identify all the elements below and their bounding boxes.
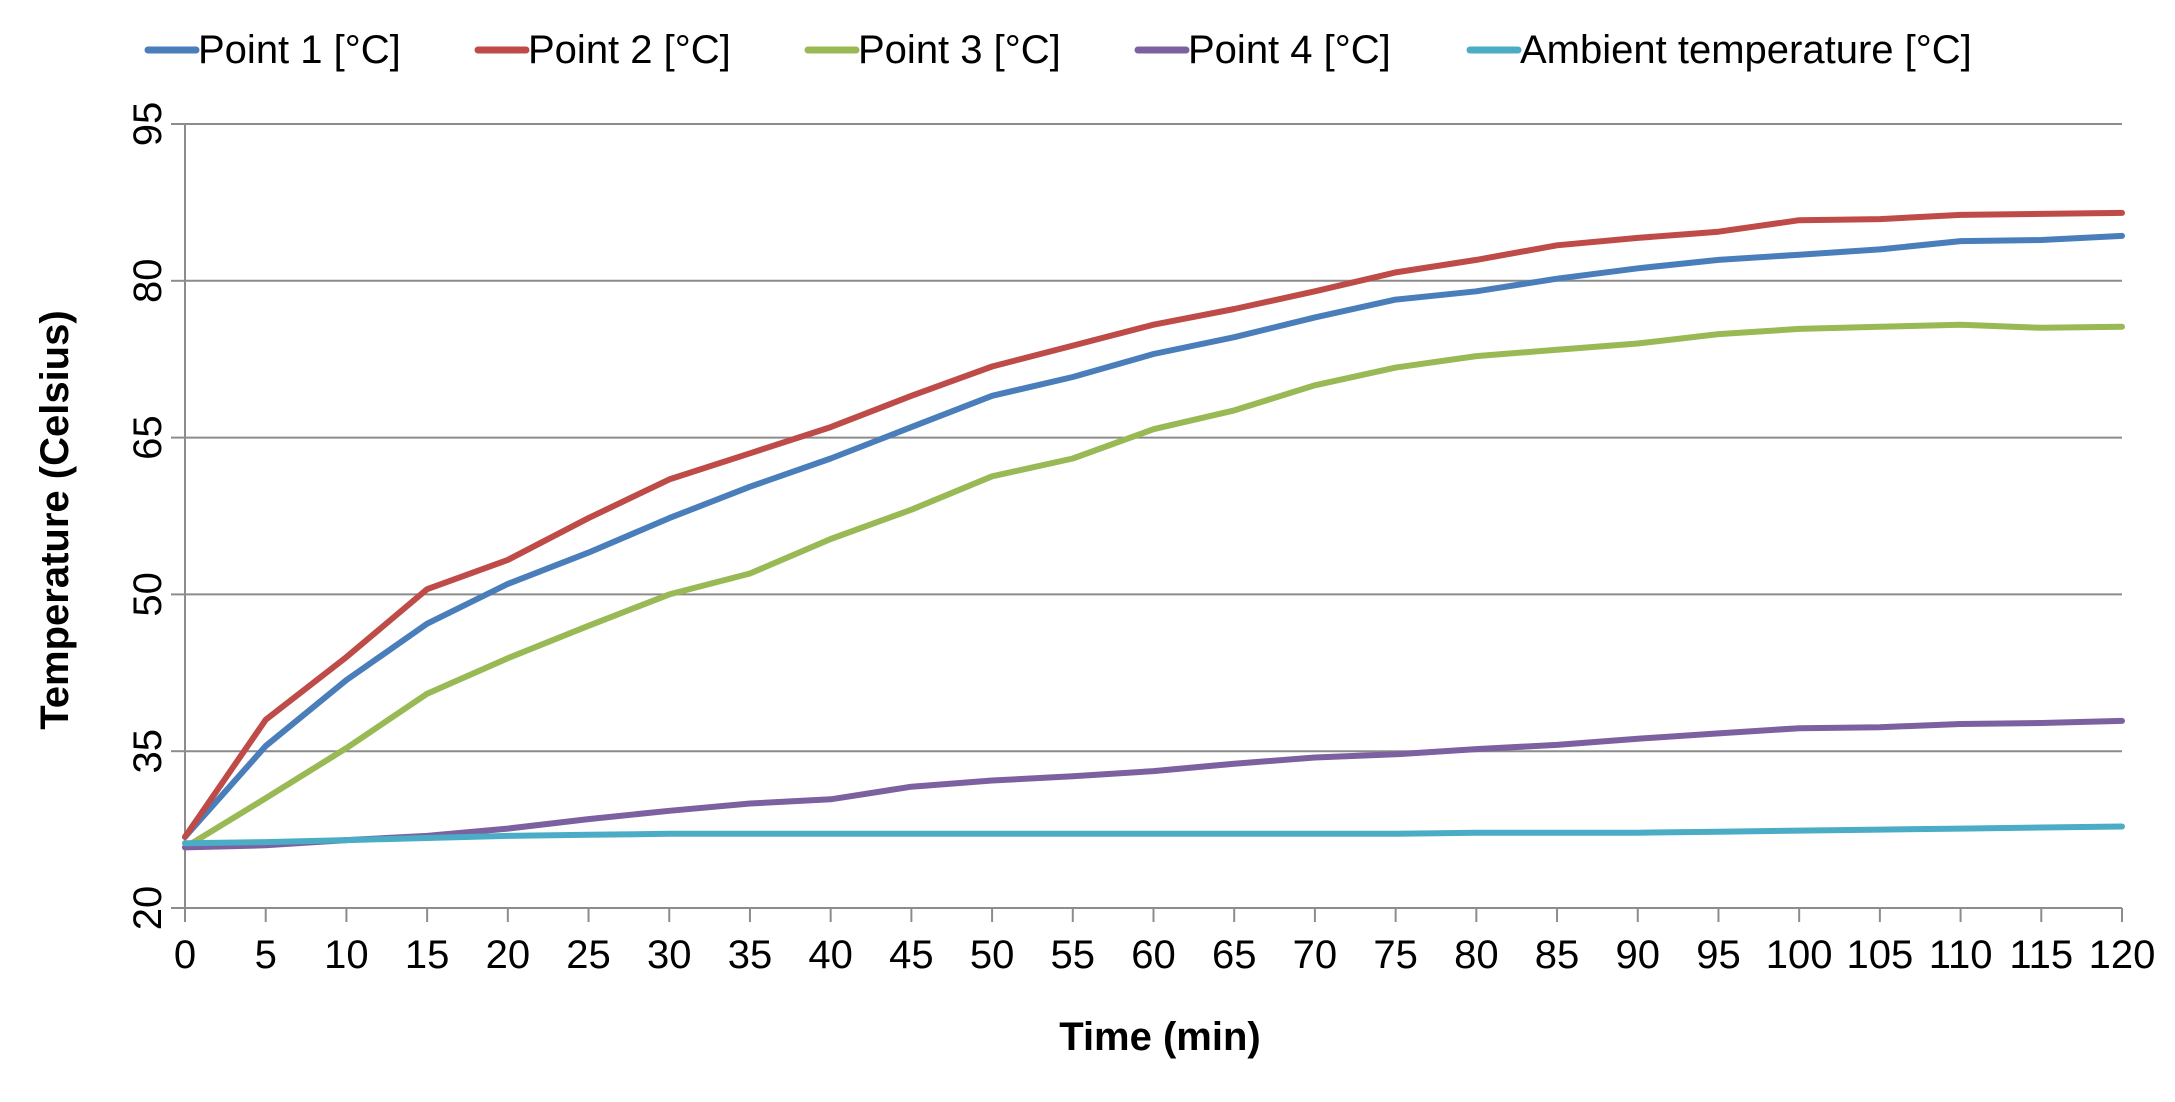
series-line-point-1 — [182, 232, 2125, 840]
x-tick-label: 25 — [566, 933, 611, 977]
x-tick-label: 115 — [2009, 933, 2073, 977]
legend-label-point-4: Point 4 [°C] — [1188, 28, 1391, 72]
axes: 20 35 50 65 80 95 0 5 10 15 20 25 30 35 40 45 50 55 60 65 70… — [126, 102, 2155, 977]
x-tick-label: 110 — [1929, 933, 1993, 977]
x-tick-label: 20 — [486, 933, 531, 977]
x-tick-label: 10 — [324, 933, 369, 977]
x-tick-label: 55 — [1051, 933, 1096, 977]
series-line-point-2 — [182, 209, 2125, 840]
legend-label-point-1: Point 1 [°C] — [198, 28, 401, 72]
x-tick-label: 60 — [1131, 933, 1176, 977]
series-lines — [182, 209, 2125, 851]
legend-label-point-2: Point 2 [°C] — [528, 28, 731, 72]
series-line-point-3 — [182, 321, 2125, 851]
x-tick-label: 35 — [728, 933, 773, 977]
gridlines — [185, 123, 2122, 753]
series-line-point-4 — [182, 717, 2125, 851]
y-tick-label: 35 — [126, 729, 170, 774]
legend-label-point-3: Point 3 [°C] — [858, 28, 1061, 72]
x-tick-label: 70 — [1293, 933, 1338, 977]
x-tick-label: 85 — [1535, 933, 1580, 977]
x-tick-label: 105 — [1847, 933, 1914, 977]
y-axis-title: Temperature (Celsius) — [33, 310, 77, 729]
x-axis-title: Time (min) — [1059, 1015, 1261, 1059]
x-tick-label: 120 — [2089, 933, 2156, 977]
x-tick-label: 5 — [255, 933, 277, 977]
y-tick-label: 65 — [126, 415, 170, 460]
legend-label-ambient-temperature: Ambient temperature [°C] — [1520, 28, 1972, 72]
x-tick-label: 30 — [647, 933, 692, 977]
series-line-ambient-temperature — [182, 823, 2125, 847]
y-tick-label: 20 — [126, 886, 170, 931]
x-tick-label: 50 — [970, 933, 1015, 977]
x-tick-label: 65 — [1212, 933, 1257, 977]
x-tick-label: 80 — [1454, 933, 1499, 977]
x-tick-label: 75 — [1373, 933, 1418, 977]
y-tick-label: 95 — [126, 102, 170, 147]
x-tick-label: 0 — [174, 933, 196, 977]
x-tick-label: 40 — [808, 933, 853, 977]
legend: Point 1 [°C] Point 2 [°C] Point 3 [°C] Poin… — [144, 28, 1972, 72]
x-tick-label: 100 — [1766, 933, 1833, 977]
x-tick-label: 90 — [1616, 933, 1661, 977]
y-tick-label: 50 — [126, 572, 170, 617]
x-tick-label: 45 — [889, 933, 934, 977]
y-tick-label: 80 — [126, 259, 170, 304]
x-tick-label: 15 — [405, 933, 450, 977]
x-tick-label: 95 — [1696, 933, 1741, 977]
